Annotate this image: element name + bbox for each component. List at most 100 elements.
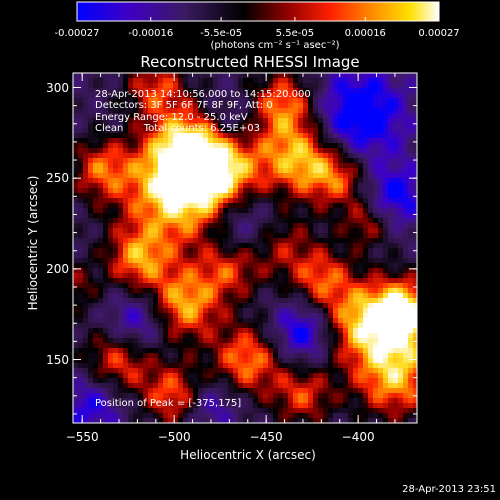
heatmap-cell: [123, 148, 128, 153]
heatmap-cell: [158, 208, 163, 213]
heatmap-cell: [368, 78, 373, 83]
heatmap-cell: [153, 83, 158, 88]
heatmap-cell: [258, 188, 263, 193]
heatmap-cell: [368, 323, 373, 328]
heatmap-cell: [328, 238, 333, 243]
heatmap-cell: [148, 128, 153, 133]
heatmap-cell: [88, 393, 93, 398]
heatmap-cell: [363, 203, 368, 208]
heatmap-cell: [258, 168, 263, 173]
heatmap-cell: [233, 408, 238, 413]
heatmap-cell: [148, 278, 153, 283]
heatmap-cell: [228, 348, 233, 353]
heatmap-cell: [358, 193, 363, 198]
heatmap-cell: [268, 218, 273, 223]
heatmap-cell: [368, 193, 373, 198]
heatmap-cell: [163, 313, 168, 318]
heatmap-cell: [393, 393, 398, 398]
heatmap-cell: [118, 243, 123, 248]
heatmap-cell: [223, 408, 228, 413]
heatmap-cell: [348, 253, 353, 258]
heatmap-cell: [258, 203, 263, 208]
heatmap-cell: [358, 218, 363, 223]
heatmap-cell: [218, 233, 223, 238]
heatmap-cell: [393, 248, 398, 253]
heatmap-cell: [388, 163, 393, 168]
heatmap-cell: [328, 153, 333, 158]
heatmap-cell: [298, 263, 303, 268]
heatmap-cell: [198, 403, 203, 408]
heatmap-cell: [198, 163, 203, 168]
heatmap-cell: [288, 228, 293, 233]
heatmap-cell: [93, 213, 98, 218]
heatmap-cell: [388, 353, 393, 358]
heatmap-cell: [78, 223, 83, 228]
heatmap-cell: [368, 263, 373, 268]
heatmap-cell: [318, 353, 323, 358]
heatmap-cell: [88, 163, 93, 168]
heatmap-cell: [358, 183, 363, 188]
heatmap-cell: [163, 273, 168, 278]
heatmap-cell: [383, 313, 388, 318]
heatmap-cell: [213, 133, 218, 138]
heatmap-cell: [363, 78, 368, 83]
heatmap-cell: [183, 268, 188, 273]
heatmap-cell: [158, 393, 163, 398]
heatmap-cell: [178, 83, 183, 88]
heatmap-cell: [238, 103, 243, 108]
heatmap-cell: [258, 328, 263, 333]
heatmap-cell: [263, 353, 268, 358]
heatmap-cell: [198, 328, 203, 333]
heatmap-cell: [218, 263, 223, 268]
heatmap-cell: [388, 98, 393, 103]
heatmap-cell: [103, 358, 108, 363]
heatmap-cell: [108, 308, 113, 313]
heatmap-cell: [273, 248, 278, 253]
heatmap-cell: [383, 193, 388, 198]
heatmap-cell: [133, 193, 138, 198]
heatmap-cell: [403, 213, 408, 218]
heatmap-cell: [78, 393, 83, 398]
heatmap-cell: [158, 243, 163, 248]
heatmap-cell: [203, 153, 208, 158]
heatmap-cell: [338, 383, 343, 388]
heatmap-cell: [98, 128, 103, 133]
heatmap-cell: [413, 123, 417, 128]
heatmap-cell: [383, 328, 388, 333]
heatmap-cell: [348, 208, 353, 213]
heatmap-cell: [388, 338, 393, 343]
heatmap-cell: [338, 108, 343, 113]
heatmap-cell: [358, 223, 363, 228]
heatmap-cell: [178, 373, 183, 378]
heatmap-cell: [253, 248, 258, 253]
heatmap-cell: [373, 248, 378, 253]
heatmap-cell: [298, 238, 303, 243]
heatmap-cell: [393, 388, 398, 393]
heatmap-cell: [348, 413, 353, 418]
heatmap-cell: [98, 273, 103, 278]
heatmap-cell: [123, 73, 128, 78]
heatmap-cell: [163, 103, 168, 108]
heatmap-cell: [223, 113, 228, 118]
heatmap-cell: [218, 308, 223, 313]
heatmap-cell: [358, 313, 363, 318]
heatmap-cell: [133, 118, 138, 123]
heatmap-cell: [363, 188, 368, 193]
heatmap-cell: [88, 258, 93, 263]
heatmap-cell: [88, 263, 93, 268]
heatmap-cell: [308, 213, 313, 218]
heatmap-cell: [103, 263, 108, 268]
heatmap-cell: [343, 208, 348, 213]
heatmap-cell: [383, 253, 388, 258]
heatmap-cell: [208, 233, 213, 238]
heatmap-cell: [103, 283, 108, 288]
heatmap-cell: [78, 283, 83, 288]
heatmap-cell: [393, 118, 398, 123]
heatmap-cell: [118, 178, 123, 183]
heatmap-cell: [123, 353, 128, 358]
heatmap-cell: [203, 393, 208, 398]
heatmap-cell: [263, 168, 268, 173]
heatmap-cell: [223, 363, 228, 368]
heatmap-cell: [283, 258, 288, 263]
heatmap-cell: [378, 273, 383, 278]
